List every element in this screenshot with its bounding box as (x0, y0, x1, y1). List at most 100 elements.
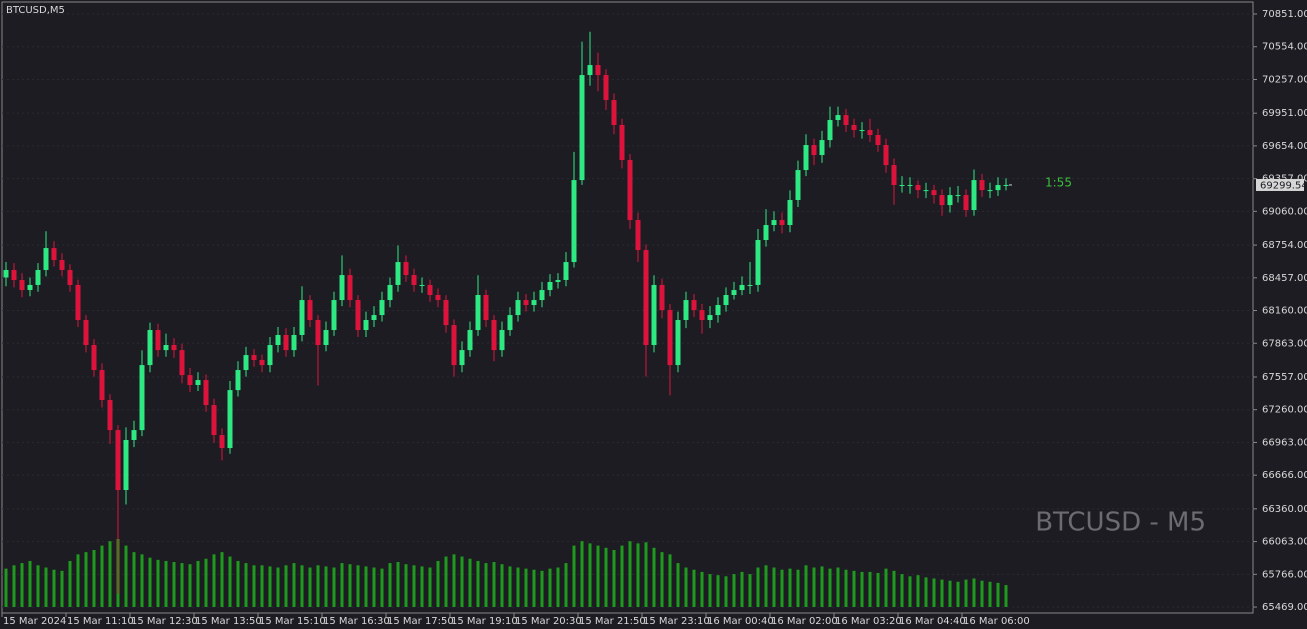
volume-bar (668, 554, 672, 607)
volume-bar (188, 564, 192, 607)
volume-bar (580, 541, 584, 607)
volume-bar (132, 552, 136, 607)
y-tick-label: 69951.00 (1262, 108, 1307, 119)
volume-bar (676, 563, 680, 607)
volume-bar (148, 557, 152, 607)
candle-body (867, 130, 873, 135)
y-tick-label: 67557.00 (1262, 372, 1307, 383)
volume-bar (500, 564, 504, 607)
volume-bar (508, 566, 512, 607)
candle-body (707, 315, 713, 321)
volume-bar (572, 545, 576, 607)
volume-bar (644, 542, 648, 607)
candle-body (875, 134, 881, 146)
volume-bar (796, 569, 800, 607)
candle-body (371, 315, 377, 321)
x-tick-label: 15 Mar 19:10 (451, 616, 518, 627)
volume-bar (620, 545, 624, 607)
candle-body (667, 310, 673, 366)
volume-bar (860, 571, 864, 607)
volume-bar (652, 547, 656, 607)
y-tick-label: 68160.00 (1262, 306, 1307, 317)
candle-body (563, 262, 569, 281)
candle-body (259, 360, 265, 366)
volume-bar (436, 560, 440, 607)
candle-body (755, 240, 761, 285)
volume-bar (340, 563, 344, 607)
volume-bar (604, 547, 608, 607)
volume-bar (76, 554, 80, 607)
candle-body (715, 305, 721, 316)
candle-body (979, 180, 985, 191)
candle-body (379, 300, 385, 316)
candle-body (595, 65, 601, 76)
candle-body (483, 294, 489, 321)
volume-bar (452, 554, 456, 607)
candle-body (547, 281, 553, 291)
candle-body (931, 190, 937, 196)
candle-body (827, 120, 833, 141)
volume-bar (772, 567, 776, 607)
candle-body (411, 275, 417, 285)
candle-body (619, 124, 625, 161)
volume-bar (948, 580, 952, 607)
volume-bar (236, 560, 240, 607)
volume-bar (660, 552, 664, 607)
volume-bar (844, 569, 848, 607)
y-tick-label: 70554.00 (1262, 42, 1307, 53)
y-tick-label: 68457.00 (1262, 273, 1307, 284)
candle-body (995, 185, 1001, 191)
candle-body (891, 165, 897, 186)
candle-body (203, 380, 209, 406)
candle-body (291, 334, 297, 351)
volume-bar (156, 559, 160, 607)
volume-bar (124, 545, 128, 607)
volume-bar (316, 565, 320, 607)
candle-body (739, 284, 745, 291)
candle-body (347, 275, 353, 301)
candle-body (531, 300, 537, 306)
y-tick-label: 65469.00 (1262, 602, 1307, 613)
volume-bar (516, 567, 520, 607)
volume-bar (740, 571, 744, 607)
y-tick-label: 66360.00 (1262, 504, 1307, 515)
candle-body (987, 190, 993, 192)
candle-body (859, 130, 865, 132)
volume-bar (140, 554, 144, 607)
volume-bar (52, 569, 56, 607)
candle-body (971, 180, 977, 211)
candle-body (155, 330, 161, 351)
candle-body (123, 440, 129, 491)
volume-bar (300, 565, 304, 607)
candle-body (3, 269, 9, 278)
volume-bar (332, 567, 336, 607)
volume-bar (556, 567, 560, 607)
candle-body (747, 284, 753, 286)
candle-body (675, 320, 681, 366)
volume-bar (876, 573, 880, 607)
candle-body (635, 220, 641, 251)
volume-bar (540, 570, 544, 607)
candle-body (691, 300, 697, 311)
volume-bar (44, 567, 48, 607)
candle-body (907, 185, 913, 187)
candle-body (659, 284, 665, 311)
candle-body (579, 75, 585, 181)
candle-body (323, 330, 329, 346)
candle-body (787, 200, 793, 226)
candle-body (147, 330, 153, 366)
volume-bar (268, 566, 272, 607)
volume-bar (996, 582, 1000, 607)
volume-bar (836, 567, 840, 607)
candle-body (139, 365, 145, 431)
candle-body (179, 350, 185, 376)
candle-body (451, 325, 457, 366)
candle-body (443, 300, 449, 326)
candle-body (171, 345, 177, 351)
volume-bar (908, 576, 912, 607)
candle-body (955, 195, 961, 197)
volume-bar (36, 565, 40, 607)
candle-body (611, 100, 617, 125)
volume-bar (100, 545, 104, 607)
